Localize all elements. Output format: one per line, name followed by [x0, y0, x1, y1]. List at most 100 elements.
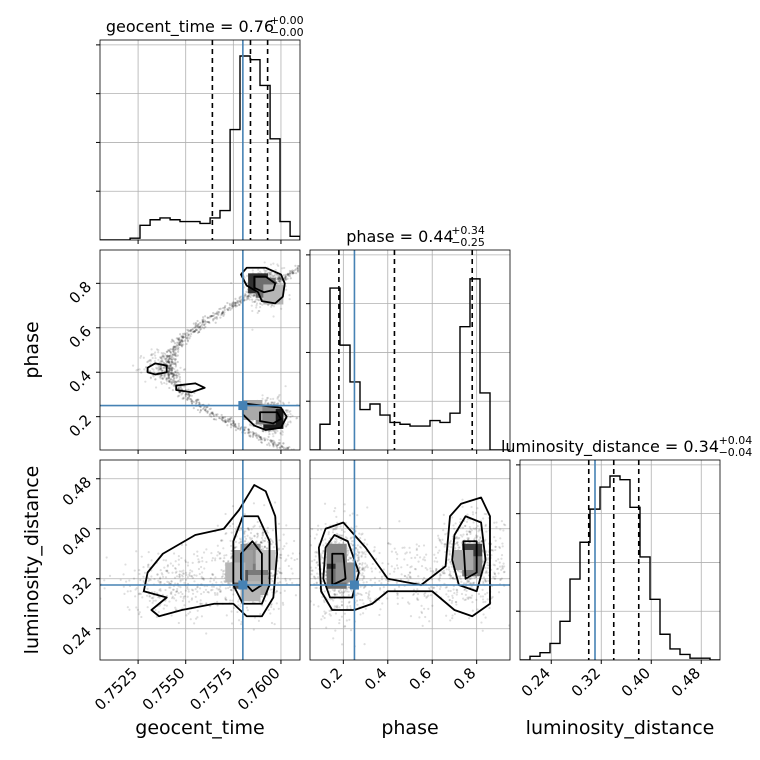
- sample-point: [426, 595, 429, 598]
- sample-point: [469, 532, 472, 536]
- sample-point: [252, 432, 255, 435]
- sample-point: [170, 580, 173, 583]
- sample-point: [252, 294, 255, 297]
- sample-point: [423, 576, 426, 579]
- sample-point: [260, 545, 264, 548]
- sample-point: [217, 310, 221, 313]
- sample-point: [447, 595, 450, 598]
- sample-point: [303, 265, 305, 267]
- sample-point: [297, 265, 300, 268]
- sample-point: [246, 431, 249, 434]
- sample-point: [198, 325, 201, 329]
- sample-point: [193, 330, 197, 333]
- sample-point: [317, 524, 320, 527]
- sample-point: [244, 530, 247, 533]
- sample-point: [167, 360, 171, 363]
- sample-point: [319, 258, 321, 260]
- sample-point: [204, 410, 208, 413]
- sample-point: [347, 551, 350, 554]
- sample-point: [186, 396, 189, 399]
- sample-point: [163, 357, 166, 360]
- sample-point: [209, 407, 212, 410]
- sample-point: [251, 269, 254, 272]
- sample-point: [167, 360, 170, 364]
- sample-point: [188, 395, 191, 398]
- sample-point: [247, 427, 250, 431]
- sample-point: [161, 377, 164, 380]
- sample-point: [188, 394, 191, 397]
- y-tick-label: 0.2: [65, 411, 95, 441]
- sample-point: [451, 516, 454, 519]
- sample-point: [469, 577, 472, 581]
- sample-point: [217, 313, 220, 316]
- sample-point: [214, 593, 217, 596]
- sample-point: [176, 337, 179, 340]
- sample-point: [448, 553, 451, 556]
- sample-point: [251, 328, 254, 331]
- sample-point: [289, 415, 292, 419]
- sample-point: [177, 348, 180, 351]
- sample-point: [430, 578, 434, 581]
- sample-point: [381, 602, 384, 605]
- sample-point: [240, 526, 243, 529]
- sample-point: [362, 586, 366, 589]
- sample-point: [296, 565, 298, 567]
- sample-point: [194, 326, 197, 329]
- sample-point: [193, 326, 196, 329]
- sample-point: [159, 368, 162, 371]
- sample-point: [268, 271, 271, 274]
- sample-point: [451, 577, 455, 580]
- sample-point: [260, 441, 264, 444]
- sample-point: [445, 593, 448, 596]
- sample-point: [416, 597, 419, 600]
- sample-point: [158, 367, 162, 370]
- sample-point: [288, 298, 291, 301]
- sample-point: [323, 251, 325, 253]
- sample-point: [434, 556, 438, 560]
- sample-point: [387, 542, 390, 545]
- sample-point: [266, 402, 269, 405]
- sample-point: [451, 599, 454, 603]
- sample-point: [349, 629, 353, 632]
- sample-point: [303, 552, 305, 554]
- sample-point: [236, 299, 239, 302]
- sample-point: [358, 532, 361, 535]
- sample-point: [168, 356, 171, 359]
- sample-point: [501, 542, 504, 545]
- sample-point: [174, 346, 178, 349]
- sample-point: [469, 596, 472, 599]
- sample-point: [229, 588, 232, 592]
- sample-point: [181, 391, 184, 395]
- sample-point: [478, 538, 481, 542]
- sample-point: [354, 546, 358, 549]
- sample-point: [170, 366, 173, 369]
- sample-point: [387, 579, 390, 582]
- sample-point: [165, 377, 168, 380]
- sample-point: [272, 575, 275, 578]
- sample-point: [257, 299, 260, 302]
- sample-point: [160, 369, 163, 372]
- sample-point: [503, 570, 506, 573]
- sample-point: [319, 258, 321, 260]
- sample-point: [166, 355, 169, 358]
- sample-point: [255, 302, 259, 305]
- sample-point: [211, 412, 215, 416]
- sample-point: [159, 381, 163, 384]
- sample-point: [140, 371, 143, 374]
- sample-point: [216, 310, 219, 313]
- sample-point: [265, 529, 268, 533]
- sample-point: [170, 592, 173, 596]
- sample-point: [316, 564, 319, 567]
- sample-point: [227, 306, 230, 310]
- sample-point: [333, 593, 336, 596]
- sample-point: [275, 444, 279, 448]
- sample-point: [178, 573, 181, 576]
- sample-point: [158, 588, 161, 592]
- sample-point: [248, 298, 251, 301]
- sample-point: [269, 537, 272, 541]
- sample-point: [178, 376, 181, 379]
- sample-point: [278, 438, 281, 442]
- sample-point: [202, 316, 205, 319]
- sample-point: [457, 569, 460, 572]
- sample-point: [338, 534, 342, 537]
